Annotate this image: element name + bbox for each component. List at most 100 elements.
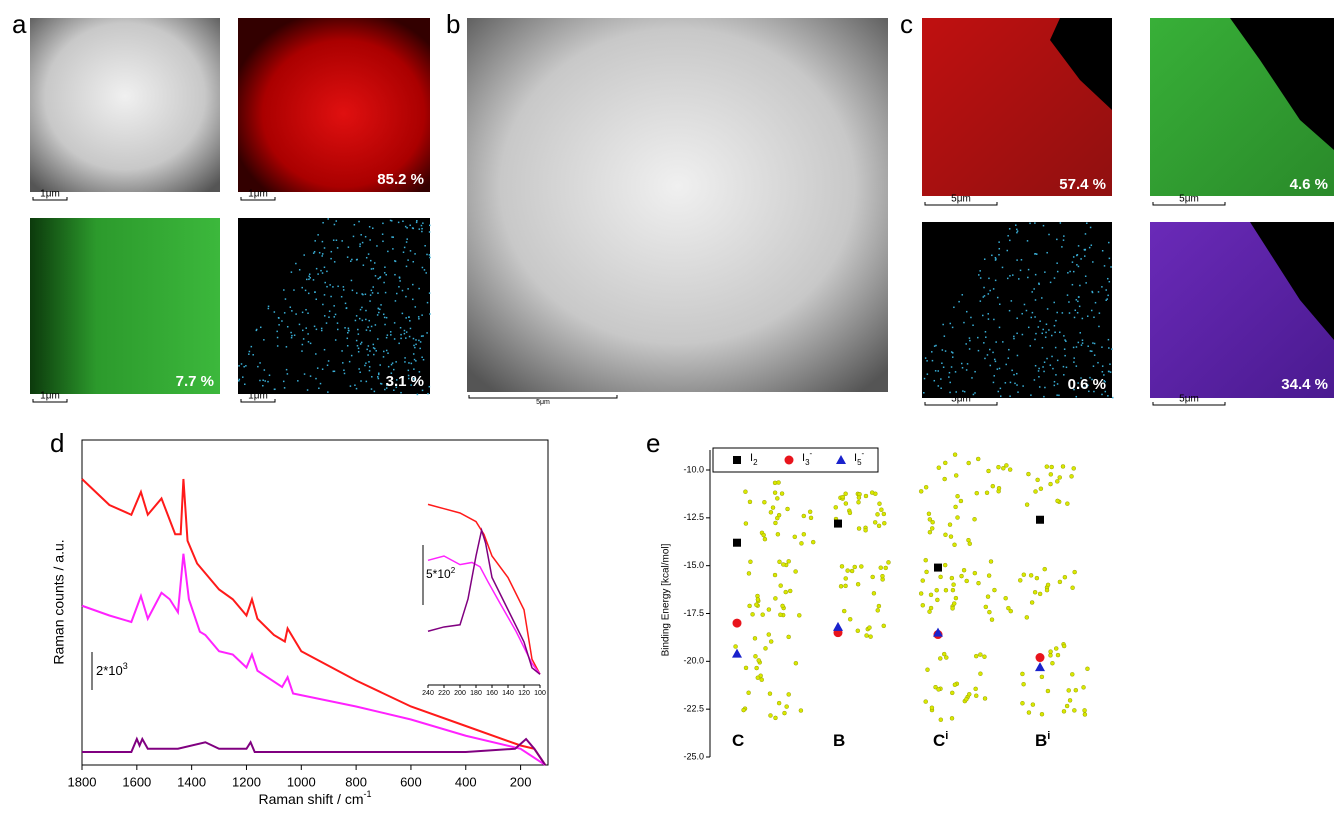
speckle <box>384 388 386 391</box>
speckle <box>382 313 385 316</box>
molecule-atom <box>925 667 930 672</box>
molecule-atom <box>1070 672 1075 677</box>
speckle <box>398 286 400 288</box>
speckle <box>1091 378 1093 381</box>
speckle <box>321 255 323 257</box>
molecule-atom <box>786 559 791 564</box>
speckle <box>394 260 397 263</box>
speckle <box>359 245 361 248</box>
speckle <box>320 329 323 332</box>
molecule-atom <box>746 571 752 576</box>
speckle <box>347 329 350 332</box>
molecule-atom <box>782 710 787 716</box>
speckle <box>950 366 953 368</box>
speckle <box>426 301 429 304</box>
speckle <box>367 354 369 356</box>
speckle <box>1038 386 1041 388</box>
text-part: -1 <box>364 789 372 799</box>
molecule-atom <box>1029 600 1035 605</box>
speckle <box>394 300 397 302</box>
speckle <box>1085 282 1087 284</box>
speckle <box>304 289 307 292</box>
speckle <box>398 342 400 345</box>
molecule-atom <box>871 591 877 596</box>
speckle <box>414 253 416 255</box>
speckle <box>974 370 976 373</box>
speckle <box>410 384 412 386</box>
speckle <box>423 269 426 271</box>
speckle <box>297 380 299 382</box>
speckle <box>342 286 345 288</box>
molecule-atom <box>950 690 955 696</box>
speckle <box>960 362 963 365</box>
speckle <box>952 352 954 354</box>
speckle <box>1077 382 1079 384</box>
speckle <box>293 289 295 291</box>
molecule-atom <box>856 499 861 505</box>
speckle <box>321 368 324 370</box>
speckle <box>1004 382 1007 384</box>
speckle <box>979 277 982 279</box>
speckle <box>1009 381 1012 384</box>
speckle <box>368 369 371 372</box>
speckle <box>994 256 997 259</box>
speckle <box>392 236 394 238</box>
x-axis-label: Raman shift / cm-1 <box>258 789 371 806</box>
molecule-atom <box>859 564 864 569</box>
percent-label: 0.6 % <box>1068 376 1106 393</box>
speckle <box>994 279 997 282</box>
speckle <box>400 337 402 340</box>
text-part: 5 <box>857 458 862 467</box>
speckle <box>344 302 347 305</box>
speckle <box>389 331 392 333</box>
speckle <box>404 361 406 363</box>
molecule-atom <box>947 522 953 527</box>
molecule-atom <box>1017 578 1023 583</box>
speckle <box>343 372 346 375</box>
panel-label: b <box>446 9 460 39</box>
molecule-atom <box>1082 708 1087 713</box>
molecule-atom <box>1050 660 1055 666</box>
speckle <box>377 307 380 310</box>
speckle <box>273 311 276 313</box>
molecule-atom <box>877 501 882 506</box>
speckle <box>1063 235 1065 237</box>
speckle <box>364 293 367 296</box>
category-label: C <box>732 731 744 750</box>
speckle <box>377 338 379 340</box>
speckle <box>414 346 416 349</box>
speckle <box>421 356 423 359</box>
speckle <box>307 341 310 343</box>
speckle <box>387 250 389 253</box>
speckle <box>941 349 944 351</box>
speckle <box>982 314 984 317</box>
speckle <box>1065 340 1067 343</box>
speckle <box>1016 384 1018 386</box>
molecule-atom <box>843 501 849 506</box>
speckle <box>1105 299 1107 301</box>
molecule-atom <box>1085 666 1090 672</box>
x-tick-label: 200 <box>454 690 466 697</box>
molecule-atom <box>801 532 807 537</box>
speckle <box>393 368 395 371</box>
speckle <box>248 350 251 353</box>
molecule-atom <box>1057 579 1063 585</box>
speckle <box>1075 346 1078 348</box>
speckle <box>1056 262 1058 264</box>
speckle <box>1033 379 1036 381</box>
speckle <box>372 286 374 288</box>
molecule-atom <box>923 699 928 704</box>
molecule-atom <box>766 607 772 612</box>
speckle <box>1029 345 1032 347</box>
speckle <box>1008 228 1011 230</box>
molecule-atom <box>933 684 938 690</box>
speckle <box>315 353 317 355</box>
speckle <box>255 328 258 331</box>
speckle <box>1087 345 1089 347</box>
speckle <box>1063 348 1066 350</box>
speckle <box>989 289 991 292</box>
molecule-atom <box>778 612 783 617</box>
speckle <box>370 259 372 262</box>
speckle <box>996 368 999 370</box>
speckle <box>403 329 406 332</box>
